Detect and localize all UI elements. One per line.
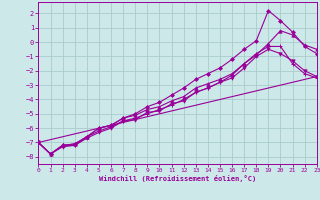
X-axis label: Windchill (Refroidissement éolien,°C): Windchill (Refroidissement éolien,°C)	[99, 175, 256, 182]
